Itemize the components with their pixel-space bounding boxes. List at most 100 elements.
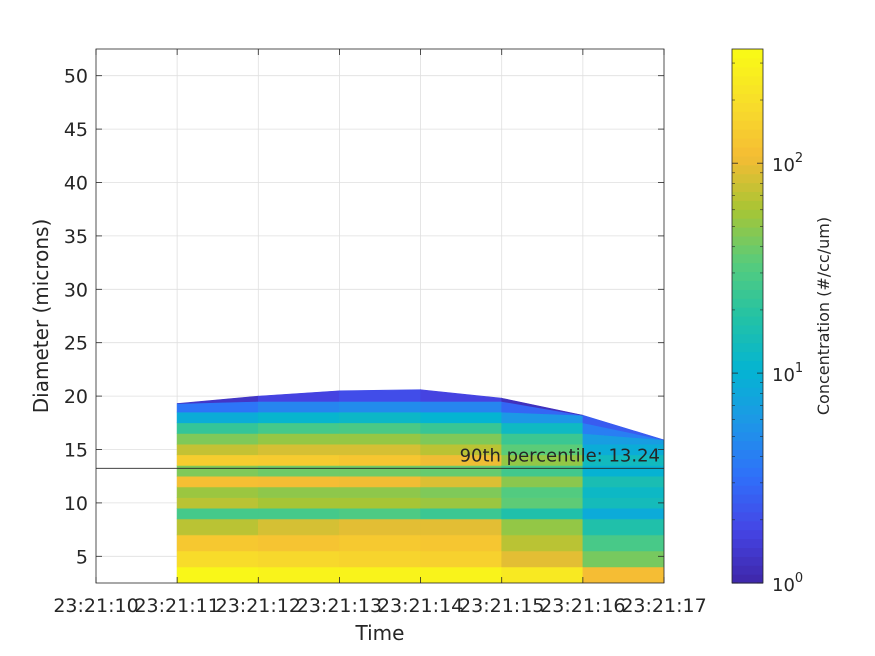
contour-cell (339, 454, 421, 466)
colorbar-swatch (732, 84, 763, 95)
contour-cell (176, 518, 259, 536)
contour-cell (257, 486, 340, 498)
x-tick-label: 23:21:15 (459, 595, 544, 617)
contour-cell (420, 486, 503, 498)
contour-cell (501, 550, 584, 568)
colorbar-swatch (732, 547, 763, 557)
colorbar-label: Concentration (#/cc/um) (814, 217, 833, 415)
colorbar: 100 101 102 (731, 48, 803, 596)
contour-cell (420, 422, 503, 434)
contour-cell (420, 433, 503, 445)
colorbar-swatch (732, 511, 763, 522)
colorbar-swatch (732, 120, 763, 130)
colorbar-swatch (732, 93, 763, 103)
colorbar-swatch (732, 235, 763, 246)
colorbar-swatch (732, 253, 763, 264)
contour-cell (339, 507, 421, 520)
contour-cell (501, 566, 584, 583)
colorbar-swatch (732, 449, 763, 459)
x-tick-label: 23:21:10 (53, 595, 138, 617)
colorbar-swatch (732, 102, 763, 112)
contour-cell (420, 507, 503, 520)
contour-cell (176, 486, 259, 498)
contour-cell (339, 550, 421, 568)
contour-cell (420, 566, 503, 583)
contour-cell (176, 433, 259, 445)
contour-cell (339, 475, 421, 488)
colorbar-tick-label: 102 (772, 151, 803, 176)
colorbar-swatch (732, 155, 763, 166)
contour-cell (501, 518, 584, 536)
colorbar-swatch (732, 413, 763, 424)
contour-cell (582, 486, 664, 498)
grid (96, 49, 664, 583)
contour-cell (339, 411, 421, 424)
contour-cell (582, 433, 664, 445)
y-tick-label: 40 (64, 173, 88, 195)
contour-cell (257, 518, 340, 536)
contour-cell (257, 507, 340, 520)
colorbar-swatch (732, 298, 763, 308)
colorbar-swatch (732, 440, 763, 451)
contour-cell (339, 465, 421, 477)
contour-cell (176, 443, 259, 456)
contour-cell (339, 566, 421, 583)
contour-cell (339, 486, 421, 498)
contour-cell (582, 566, 664, 583)
colorbar-swatch (732, 556, 763, 566)
contour-cell (257, 443, 340, 456)
colorbar-swatch (732, 316, 763, 326)
y-axis-label: Diameter (microns) (29, 219, 53, 413)
x-tick-label: 23:21:12 (216, 595, 301, 617)
colorbar-swatch (732, 146, 763, 157)
y-tick-label: 45 (64, 119, 88, 141)
contour-cell (339, 443, 421, 456)
contour-cell (257, 411, 340, 424)
colorbar-swatch (732, 75, 763, 86)
contour-cell (582, 443, 664, 456)
contour-cell (257, 475, 340, 488)
colorbar-swatch (732, 351, 763, 362)
colorbar-swatch (732, 369, 763, 379)
y-tick-label: 15 (64, 440, 88, 462)
colorbar-swatch (732, 324, 763, 335)
colorbar-swatch (732, 227, 763, 237)
contour-cell (257, 497, 340, 509)
contour-cell (420, 389, 503, 402)
contour-cell (257, 422, 340, 434)
colorbar-frame (731, 48, 764, 584)
contour-cell (582, 475, 664, 488)
y-tick-label: 30 (64, 279, 88, 301)
colorbar-swatch (732, 494, 763, 504)
contour-cell (339, 389, 421, 402)
contour-cell (339, 401, 421, 413)
contour-cell (176, 422, 259, 434)
contour-field (176, 389, 664, 583)
contour-cell (257, 534, 340, 552)
colorbar-swatch (732, 271, 763, 281)
colorbar-swatch (732, 111, 763, 121)
contour-cell (501, 534, 584, 552)
contour-cell (176, 465, 259, 477)
colorbar-swatch (732, 138, 763, 148)
colorbar-swatch (732, 378, 763, 388)
x-tick-label: 23:21:17 (621, 595, 706, 617)
x-tick-label: 23:21:11 (134, 595, 219, 617)
contour-cell (501, 465, 584, 477)
colorbar-tick-label: 101 (772, 361, 803, 386)
x-axis-label: Time (355, 621, 405, 645)
colorbar-swatch (732, 209, 763, 219)
contour-cell (501, 433, 584, 445)
colorbar-swatch (732, 49, 763, 59)
x-tick-label: 23:21:13 (297, 595, 382, 617)
contour-cell (176, 475, 259, 488)
contour-cell (339, 518, 421, 536)
contour-cell (582, 454, 664, 466)
colorbar-swatch (732, 164, 763, 175)
contour-cell (339, 534, 421, 552)
plot-frame (95, 48, 665, 584)
contour-cell (339, 433, 421, 445)
contour-cell (501, 475, 584, 488)
colorbar-swatch (732, 342, 763, 353)
